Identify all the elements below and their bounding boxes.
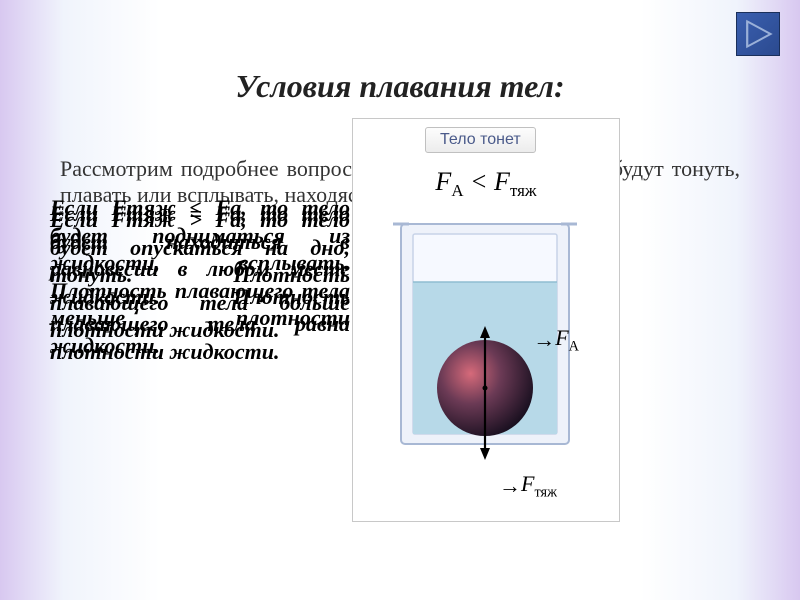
inequality-formula: FA < Fтяж: [365, 167, 607, 201]
conditions-text-stack: Если Fтяж > Fa, то тело будет опускаться…: [50, 196, 350, 446]
diagram-panel: Тело тонет FA < Fтяж: [352, 118, 620, 522]
next-slide-button[interactable]: [736, 12, 780, 56]
page-title: Условия плавания тел:: [0, 68, 800, 105]
fa-label: →FA: [533, 325, 579, 355]
next-triangle-icon: [740, 16, 776, 52]
diagram-tab[interactable]: Тело тонет: [425, 127, 536, 153]
condition-layer-3: Если Fтяж < Fa, то тело будет подниматьс…: [50, 194, 350, 359]
beaker-diagram: →FA →Fтяж: [365, 207, 607, 507]
fg-label: →Fтяж: [499, 471, 557, 501]
